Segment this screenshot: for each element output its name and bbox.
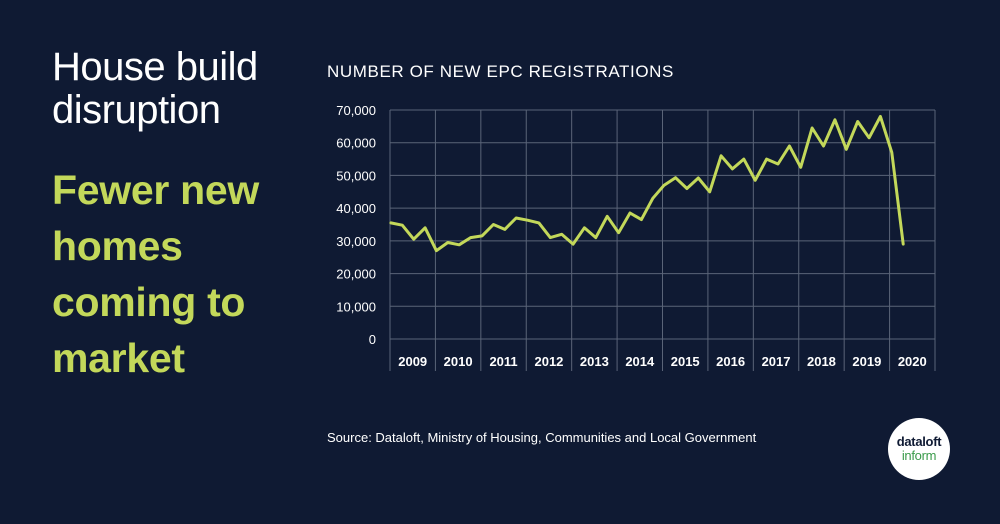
headline: House build disruption	[52, 46, 302, 132]
x-tick-label: 2015	[671, 354, 700, 369]
headline-line-2: disruption	[52, 88, 221, 132]
logo-text-primary: dataloft	[896, 434, 942, 449]
subheadline-line-2: homes	[52, 223, 183, 269]
source-note: Source: Dataloft, Ministry of Housing, C…	[327, 430, 757, 445]
headline-line-1: House build	[52, 45, 258, 89]
x-tick-label: 2020	[898, 354, 927, 369]
x-tick-label: 2016	[716, 354, 745, 369]
dataloft-logo: dataloft inform	[888, 418, 950, 480]
x-tick-label: 2013	[580, 354, 609, 369]
x-tick-label: 2018	[807, 354, 836, 369]
subheadline-line-4: market	[52, 335, 185, 381]
y-tick-label: 20,000	[336, 267, 376, 282]
x-tick-label: 2014	[625, 354, 655, 369]
x-tick-label: 2019	[852, 354, 881, 369]
logo-text-secondary: inform	[901, 448, 937, 463]
y-tick-label: 0	[369, 332, 376, 347]
y-tick-label: 30,000	[336, 234, 376, 249]
series-line	[389, 115, 905, 253]
subheadline: Fewer new homes coming to market	[52, 162, 302, 386]
y-tick-label: 50,000	[336, 168, 376, 183]
subheadline-line-3: coming to	[52, 279, 246, 325]
x-tick-label: 2009	[398, 354, 427, 369]
x-tick-label: 2010	[444, 354, 473, 369]
y-tick-label: 10,000	[336, 299, 376, 314]
y-tick-label: 70,000	[336, 103, 376, 118]
x-tick-label: 2012	[534, 354, 563, 369]
subheadline-line-1: Fewer new	[52, 167, 259, 213]
x-tick-label: 2017	[762, 354, 791, 369]
y-tick-label: 60,000	[336, 136, 376, 151]
x-tick-label: 2011	[489, 354, 517, 369]
chart-title: NUMBER OF NEW EPC REGISTRATIONS	[327, 62, 674, 81]
y-tick-label: 40,000	[336, 201, 376, 216]
